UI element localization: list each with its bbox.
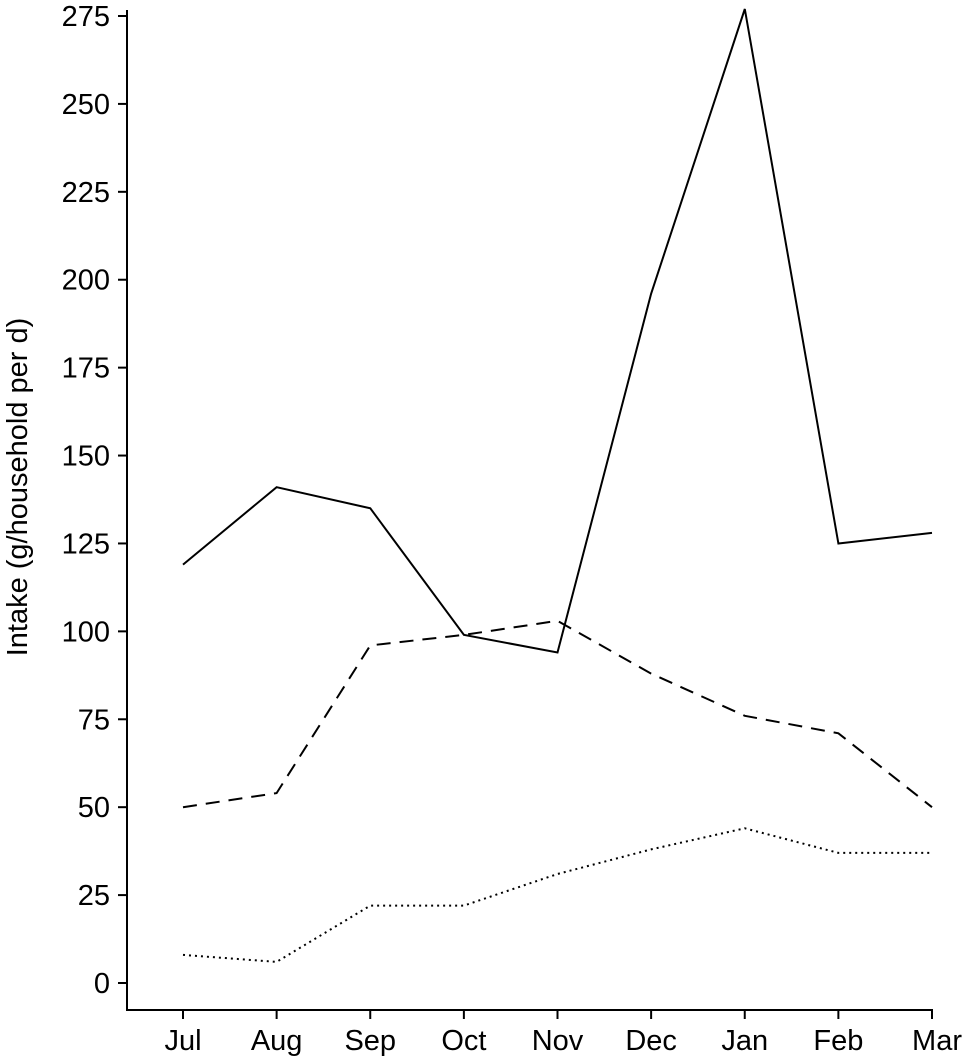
chart-axes xyxy=(126,10,933,1011)
y-tick-label: 50 xyxy=(78,792,110,824)
y-tick-label: 200 xyxy=(62,265,110,297)
y-ticks: 0 25 50 75 100 125 150 175 200 225 250 275 xyxy=(62,1,127,1000)
x-tick-label: Sep xyxy=(344,1025,396,1057)
x-tick-label: Dec xyxy=(625,1025,677,1057)
x-tick-label: Oct xyxy=(441,1025,486,1057)
y-tick-label: 125 xyxy=(62,528,110,560)
x-tick-label: Aug xyxy=(251,1025,303,1057)
y-tick-label: 100 xyxy=(62,616,110,648)
x-tick-label: Jan xyxy=(721,1025,768,1057)
y-tick-label: 150 xyxy=(62,441,110,473)
y-tick-label: 275 xyxy=(62,1,110,33)
y-tick-label: 25 xyxy=(78,880,110,912)
y-tick-label: 225 xyxy=(62,177,110,209)
y-tick-label: 75 xyxy=(78,704,110,736)
x-ticks: Jul Aug Sep Oct Nov Dec Jan Feb Mar xyxy=(164,1010,962,1057)
x-tick-label: Mar xyxy=(912,1025,962,1057)
x-tick-label: Feb xyxy=(813,1025,863,1057)
series-line-dotted xyxy=(182,827,932,963)
y-tick-label: 250 xyxy=(62,89,110,121)
x-tick-label: Nov xyxy=(532,1025,584,1057)
series-lines xyxy=(182,8,933,963)
y-tick-label: 0 xyxy=(94,968,110,1000)
y-tick-label: 175 xyxy=(62,353,110,385)
x-tick-label: Jul xyxy=(164,1025,201,1057)
y-axis-title: Intake (g/household per d) xyxy=(2,318,34,657)
series-line-solid xyxy=(182,8,933,654)
